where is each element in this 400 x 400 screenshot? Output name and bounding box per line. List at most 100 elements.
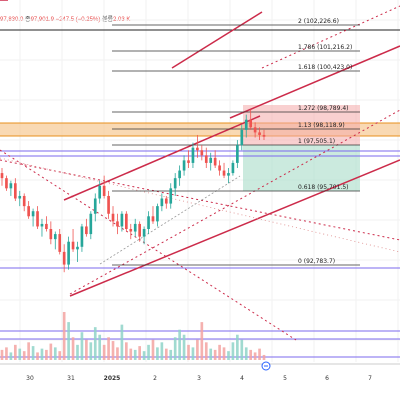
candle-body — [200, 150, 204, 156]
candle-body — [18, 195, 22, 199]
candle-body — [107, 195, 110, 214]
volume-bar — [36, 352, 39, 360]
candle-body — [213, 157, 217, 166]
candle-body — [244, 119, 248, 130]
volume-bar — [5, 347, 8, 360]
candle-body — [204, 155, 208, 163]
volume-bar — [129, 348, 133, 360]
x-axis-tick-label: 4 — [240, 375, 244, 382]
candle-body — [0, 173, 4, 179]
candle-body — [156, 206, 159, 222]
volume-bar — [58, 351, 62, 360]
volume-bar — [227, 351, 230, 360]
candle-body — [89, 213, 93, 235]
candle-body — [120, 213, 124, 227]
fib-level-label-1.272: 1.272 (98,789.4) — [298, 105, 348, 112]
candle-body — [182, 160, 186, 171]
volume-bar — [67, 322, 70, 360]
volume-bar — [71, 337, 75, 360]
volume-bar — [196, 339, 199, 360]
volume-bar — [53, 347, 57, 360]
fib-level-label-1.786: 1.786 (101,216.2) — [298, 44, 352, 51]
candle-body — [164, 198, 168, 204]
x-axis-tick-label: 2025 — [104, 375, 121, 382]
fib-level-label-1.13: 1.13 (98,118.9) — [298, 122, 345, 129]
candle-body — [240, 129, 244, 146]
candle-body — [53, 234, 57, 240]
volume-bar — [40, 348, 44, 360]
volume-bar — [133, 349, 137, 360]
channel-lower-line — [69, 159, 400, 297]
volume-bar — [13, 344, 17, 360]
volume-bar — [182, 334, 186, 360]
candle-body — [173, 178, 177, 189]
candle-body — [102, 185, 106, 196]
volume-bar — [116, 347, 119, 360]
volume-bar — [76, 344, 79, 360]
candle-body — [253, 127, 257, 133]
candle-body — [249, 119, 253, 128]
candle-body — [218, 165, 221, 171]
candle-body — [231, 162, 235, 174]
candle-body — [76, 246, 79, 250]
volume-bar — [22, 351, 26, 360]
x-axis-tick-label: 6 — [325, 375, 329, 382]
fib-level-label-0.618: 0.618 (95,701.5) — [298, 184, 348, 191]
candle-body — [27, 206, 30, 217]
volume-bar — [111, 341, 115, 360]
candle-body — [147, 216, 150, 230]
x-axis-tick-label: 7 — [368, 375, 372, 382]
short-position-target-zone — [243, 145, 360, 191]
volume-bar — [80, 332, 84, 360]
volume-bar — [169, 349, 173, 360]
candle-body — [67, 241, 70, 265]
fib-level-label-0: 0 (92,783.7) — [298, 258, 335, 265]
x-axis-tick-label: 5 — [283, 375, 287, 382]
volume-bar — [231, 342, 235, 360]
volume-bar — [120, 324, 124, 360]
volume-bar — [236, 334, 239, 360]
candle-body — [160, 198, 164, 207]
candle-body — [129, 229, 133, 232]
volume-bar — [85, 339, 88, 360]
channel-middle-line — [63, 115, 261, 201]
volume-bar — [142, 351, 146, 360]
volume-bar — [49, 343, 53, 360]
candle-body — [138, 223, 141, 237]
candle-body — [58, 234, 62, 252]
candle-body — [85, 226, 88, 235]
candle-body — [178, 170, 181, 179]
candle-body — [187, 160, 190, 163]
volume-bar — [244, 347, 248, 360]
x-axis-tick-label: 31 — [67, 375, 75, 382]
x-axis-tick-label: 30 — [26, 375, 34, 382]
volume-bar — [187, 344, 190, 360]
volume-bar — [102, 344, 106, 360]
candle-body — [222, 170, 226, 176]
candle-body — [111, 213, 115, 222]
candle-body — [93, 198, 97, 214]
volume-bar — [191, 347, 195, 360]
candle-body — [196, 147, 199, 151]
x-axis-tick-label: 3 — [197, 375, 201, 382]
candle-body — [227, 173, 230, 176]
candle-body — [13, 183, 17, 199]
volume-bar — [45, 349, 48, 360]
fib-level-label-2: 2 (102,226.6) — [298, 18, 339, 25]
volume-bar — [178, 329, 181, 360]
volume-bar — [138, 346, 141, 360]
volume-bar — [213, 349, 217, 360]
volume-bar — [31, 346, 35, 360]
candle-body — [49, 229, 53, 240]
volume-bar — [62, 312, 66, 360]
volume-bar — [0, 349, 4, 360]
candle-body — [80, 226, 84, 247]
candle-body — [125, 213, 128, 230]
candle-body — [9, 183, 13, 189]
volume-bar — [9, 352, 13, 360]
volume-bar — [18, 348, 22, 360]
candle-body — [169, 188, 173, 204]
volume-bar — [125, 342, 128, 360]
volume-bar — [173, 337, 177, 360]
